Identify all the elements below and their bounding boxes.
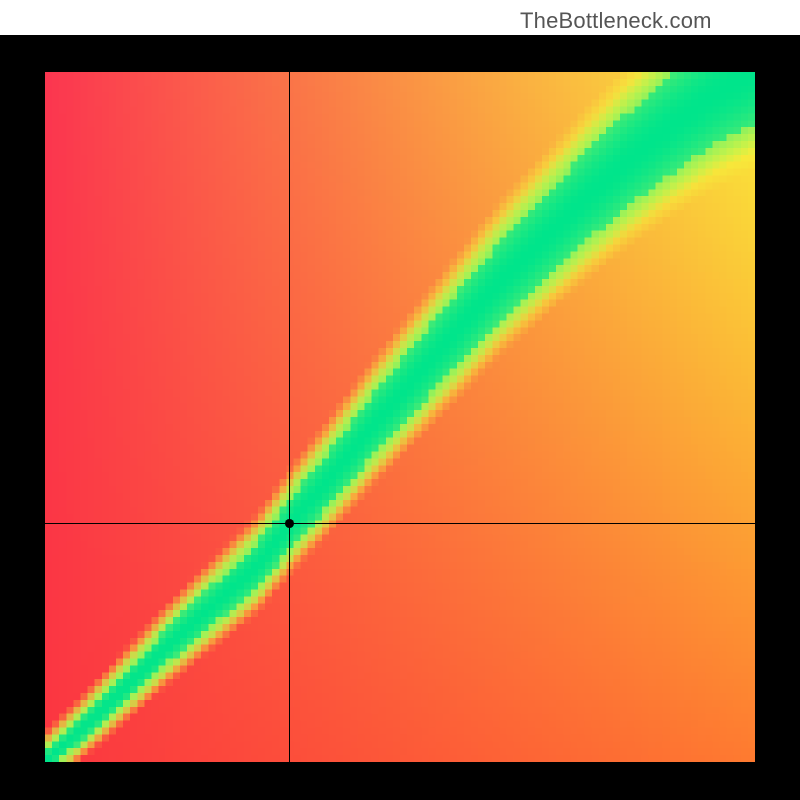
heatmap-canvas — [45, 72, 755, 762]
crosshair-horizontal — [45, 523, 755, 524]
outer-frame — [0, 35, 800, 800]
plot-area — [45, 72, 755, 762]
crosshair-vertical — [289, 72, 290, 762]
watermark-text: TheBottleneck.com — [520, 8, 712, 34]
crosshair-marker — [283, 517, 296, 530]
